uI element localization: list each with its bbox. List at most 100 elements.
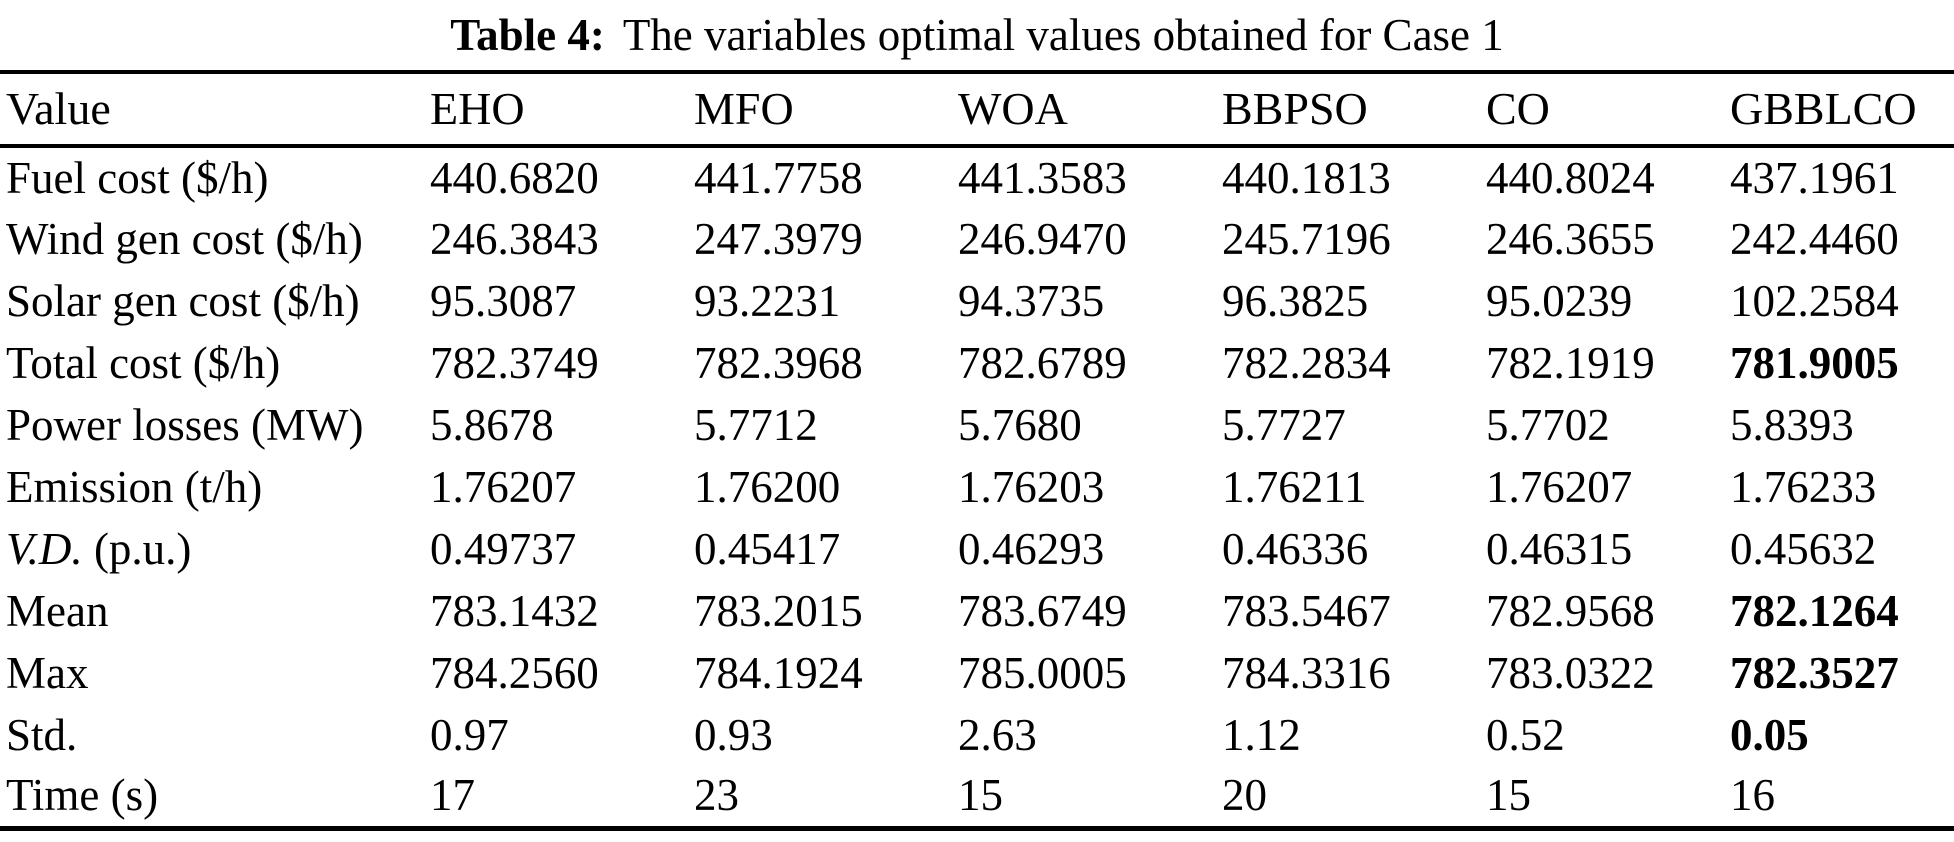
cell-value: 783.5467 <box>1222 585 1391 636</box>
cell-value: 782.2834 <box>1222 337 1391 388</box>
row-label: Mean <box>6 585 109 636</box>
cell-value: 440.1813 <box>1222 152 1391 203</box>
cell-value: 783.0322 <box>1486 647 1655 698</box>
cell-value: 0.93 <box>694 709 773 760</box>
cell-value: 246.9470 <box>958 213 1127 264</box>
row-label: Fuel cost ($/h) <box>6 152 269 203</box>
cell-value: 782.1919 <box>1486 337 1655 388</box>
cell-value: 782.3749 <box>430 337 599 388</box>
cell-value: 782.3527 <box>1730 647 1899 698</box>
cell-value: 102.2584 <box>1730 275 1899 326</box>
column-header-woa: WOA <box>958 83 1068 134</box>
table-row: Total cost ($/h) 782.3749 782.3968 782.6789… <box>0 332 1954 394</box>
row-label: Emission (t/h) <box>6 461 263 512</box>
cell-value: 0.46336 <box>1222 523 1369 574</box>
cell-value: 0.45632 <box>1730 523 1877 574</box>
cell-value: 5.7702 <box>1486 399 1610 450</box>
column-header-value: Value <box>6 83 111 134</box>
table-row: Emission (t/h) 1.76207 1.76200 1.76203 1.762… <box>0 456 1954 518</box>
cell-value: 783.1432 <box>430 585 599 636</box>
row-label: Max <box>6 647 89 698</box>
cell-value: 1.76207 <box>1486 461 1633 512</box>
cell-value: 95.3087 <box>430 275 577 326</box>
cell-value: 783.2015 <box>694 585 863 636</box>
cell-value: 23 <box>694 770 739 821</box>
column-header-bbpso: BBPSO <box>1222 83 1368 134</box>
row-label-rest: (p.u.) <box>82 523 192 574</box>
table-row: Mean 783.1432 783.2015 783.6749 783.5467 782.… <box>0 580 1954 642</box>
cell-value: 5.7680 <box>958 399 1082 450</box>
cell-value: 5.8678 <box>430 399 554 450</box>
cell-value: 781.9005 <box>1730 337 1899 388</box>
table-row: Std. 0.97 0.93 2.63 1.12 0.52 0.05 <box>0 704 1954 766</box>
header-row: Value EHO MFO WOA BBPSO CO GBBLCO <box>0 72 1954 146</box>
cell-value: 5.8393 <box>1730 399 1854 450</box>
row-label: Solar gen cost ($/h) <box>6 275 360 326</box>
cell-value: 96.3825 <box>1222 275 1369 326</box>
cell-value: 784.1924 <box>694 647 863 698</box>
cell-value: 1.76207 <box>430 461 577 512</box>
cell-value: 0.05 <box>1730 709 1809 760</box>
cell-value: 1.76211 <box>1222 461 1367 512</box>
table-caption-number: Table 4: <box>450 10 605 60</box>
table-row: V.D. (p.u.) 0.49737 0.45417 0.46293 0.46336 0… <box>0 518 1954 580</box>
cell-value: 441.3583 <box>958 152 1127 203</box>
cell-value: 15 <box>1486 770 1531 821</box>
results-table: Value EHO MFO WOA BBPSO CO GBBLCO Fuel cost ($… <box>0 70 1954 831</box>
cell-value: 0.46315 <box>1486 523 1633 574</box>
cell-value: 784.3316 <box>1222 647 1391 698</box>
cell-value: 441.7758 <box>694 152 863 203</box>
cell-value: 437.1961 <box>1730 152 1899 203</box>
cell-value: 784.2560 <box>430 647 599 698</box>
cell-value: 2.63 <box>958 709 1037 760</box>
cell-value: 1.12 <box>1222 709 1301 760</box>
cell-value: 0.45417 <box>694 523 841 574</box>
row-label: Wind gen cost ($/h) <box>6 213 363 264</box>
cell-value: 782.9568 <box>1486 585 1655 636</box>
cell-value: 5.7712 <box>694 399 818 450</box>
cell-value: 1.76200 <box>694 461 841 512</box>
column-header-gbblco: GBBLCO <box>1730 83 1917 134</box>
cell-value: 1.76233 <box>1730 461 1877 512</box>
cell-value: 783.6749 <box>958 585 1127 636</box>
cell-value: 1.76203 <box>958 461 1105 512</box>
column-header-eho: EHO <box>430 83 525 134</box>
cell-value: 15 <box>958 770 1003 821</box>
results-table-body: Fuel cost ($/h) 440.6820 441.7758 441.3583 4… <box>0 146 1954 828</box>
row-label: Total cost ($/h) <box>6 337 281 388</box>
cell-value: 0.52 <box>1486 709 1565 760</box>
cell-value: 0.97 <box>430 709 509 760</box>
row-label: V.D. (p.u.) <box>0 518 430 580</box>
cell-value: 782.1264 <box>1730 585 1899 636</box>
cell-value: 95.0239 <box>1486 275 1633 326</box>
results-table-header: Value EHO MFO WOA BBPSO CO GBBLCO <box>0 72 1954 146</box>
cell-value: 245.7196 <box>1222 213 1391 264</box>
cell-value: 93.2231 <box>694 275 841 326</box>
table-row: Power losses (MW) 5.8678 5.7712 5.7680 5.772… <box>0 394 1954 456</box>
cell-value: 0.49737 <box>430 523 577 574</box>
cell-value: 440.6820 <box>430 152 599 203</box>
cell-value: 246.3655 <box>1486 213 1655 264</box>
cell-value: 0.46293 <box>958 523 1105 574</box>
cell-value: 782.6789 <box>958 337 1127 388</box>
table-caption-text: The variables optimal values obtained fo… <box>622 10 1504 60</box>
column-header-mfo: MFO <box>694 83 794 134</box>
table-row: Max 784.2560 784.1924 785.0005 784.3316 783.0… <box>0 642 1954 704</box>
table-row: Fuel cost ($/h) 440.6820 441.7758 441.3583 4… <box>0 146 1954 208</box>
row-label: Std. <box>6 709 78 760</box>
row-label: Time (s) <box>6 770 159 821</box>
cell-value: 16 <box>1730 770 1775 821</box>
table-row: Solar gen cost ($/h) 95.3087 93.2231 94.373… <box>0 270 1954 332</box>
cell-value: 247.3979 <box>694 213 863 264</box>
row-label-italic-part: V.D. <box>6 523 83 574</box>
cell-value: 94.3735 <box>958 275 1105 326</box>
table-row: Wind gen cost ($/h) 246.3843 247.3979 246.9… <box>0 208 1954 270</box>
column-header-co: CO <box>1486 83 1550 134</box>
cell-value: 782.3968 <box>694 337 863 388</box>
cell-value: 242.4460 <box>1730 213 1899 264</box>
cell-value: 246.3843 <box>430 213 599 264</box>
cell-value: 17 <box>430 770 475 821</box>
cell-value: 785.0005 <box>958 647 1127 698</box>
table-row: Time (s) 17 23 15 20 15 16 <box>0 766 1954 828</box>
